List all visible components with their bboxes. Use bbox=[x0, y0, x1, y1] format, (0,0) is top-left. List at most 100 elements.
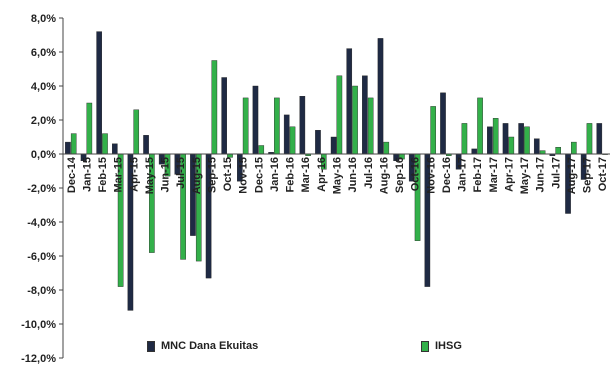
legend-label-mnc: MNC Dana Ekuitas bbox=[161, 340, 259, 352]
y-tick-label: 4,0% bbox=[31, 81, 56, 93]
bar-mnc-dec-15 bbox=[252, 85, 259, 155]
y-tick-label: 6,0% bbox=[31, 47, 56, 59]
y-tick-label: 8,0% bbox=[31, 13, 56, 25]
x-tick-label: Oct-17 bbox=[597, 157, 609, 191]
x-tick-label: Feb-16 bbox=[285, 157, 297, 192]
bar-mnc-may-16 bbox=[330, 136, 337, 155]
bar-mnc-jul-16 bbox=[362, 75, 368, 155]
x-tick-label: Dec-16 bbox=[441, 157, 453, 193]
bar-ihsg-sep-15 bbox=[211, 60, 218, 155]
bar-ihsg-jul-16 bbox=[367, 97, 374, 155]
x-tick-label: Feb-15 bbox=[97, 157, 109, 192]
bar-mnc-oct-15 bbox=[221, 77, 228, 155]
bar-mnc-oct-17 bbox=[596, 123, 603, 155]
bar-ihsg-may-16 bbox=[336, 75, 343, 155]
legend-item-ihsg: IHSG bbox=[421, 340, 462, 352]
bar-ihsg-feb-16 bbox=[289, 126, 296, 155]
y-tick-label: -8,0% bbox=[27, 285, 56, 297]
bar-ihsg-jun-17 bbox=[539, 150, 546, 155]
bar-ihsg-sep-17 bbox=[586, 123, 593, 155]
x-tick-label: Jun-16 bbox=[347, 157, 359, 192]
x-tick-label: Aug-17 bbox=[566, 157, 578, 194]
x-tick-label: Sep-15 bbox=[206, 157, 218, 193]
bar-mnc-apr-17 bbox=[502, 123, 509, 155]
x-tick-label: Aug-15 bbox=[191, 157, 203, 194]
x-tick-label: Oct-16 bbox=[410, 157, 422, 191]
bar-ihsg-may-17 bbox=[524, 126, 530, 155]
bar-mnc-dec-16 bbox=[440, 92, 446, 155]
x-tick-label: May-15 bbox=[144, 157, 156, 194]
bar-ihsg-jan-16 bbox=[274, 97, 280, 155]
x-tick-label: Jul-17 bbox=[550, 157, 562, 189]
bar-mnc-aug-16 bbox=[377, 38, 384, 155]
x-tick-label: Jul-15 bbox=[175, 157, 187, 189]
x-tick-label: Jan-17 bbox=[457, 157, 469, 192]
bar-ihsg-jul-17 bbox=[555, 146, 561, 155]
x-tick-label: Nov-15 bbox=[238, 157, 250, 194]
x-tick-label: Apr-17 bbox=[503, 157, 515, 192]
y-tick-label: -12,0% bbox=[21, 353, 56, 365]
bar-ihsg-feb-15 bbox=[102, 133, 108, 155]
bar-mnc-may-17 bbox=[518, 123, 524, 155]
legend-item-mnc: MNC Dana Ekuitas bbox=[147, 340, 258, 352]
y-tick-label: -10,0% bbox=[21, 319, 56, 331]
x-tick-label: Jul-16 bbox=[363, 157, 375, 189]
legend-swatch-ihsg bbox=[421, 340, 429, 352]
bars bbox=[65, 31, 608, 311]
bar-ihsg-aug-17 bbox=[571, 141, 577, 155]
y-tick-label: -2,0% bbox=[27, 183, 56, 195]
bar-ihsg-oct-15 bbox=[227, 153, 233, 158]
x-tick-label: Nov-16 bbox=[425, 157, 437, 194]
y-tick-label: -4,0% bbox=[27, 217, 56, 229]
bar-mnc-feb-16 bbox=[283, 114, 290, 155]
x-tick-label: Dec-15 bbox=[253, 157, 265, 193]
bar-mnc-jun-17 bbox=[533, 138, 540, 155]
x-tick-label: Sep-17 bbox=[582, 157, 594, 193]
bar-mnc-mar-17 bbox=[487, 126, 493, 155]
bar-mnc-dec-14 bbox=[65, 141, 71, 155]
bar-mnc-feb-17 bbox=[471, 148, 478, 155]
y-tick-label: 0,0% bbox=[31, 149, 56, 161]
bar-mnc-mar-15 bbox=[111, 143, 118, 155]
x-tick-label: May-17 bbox=[519, 157, 531, 194]
bar-mnc-may-15 bbox=[143, 135, 149, 155]
bar-ihsg-aug-16 bbox=[383, 141, 390, 155]
y-tick-label: 2,0% bbox=[31, 115, 56, 127]
bar-ihsg-nov-16 bbox=[430, 106, 436, 155]
x-tick-label: May-16 bbox=[332, 157, 344, 194]
bar-ihsg-dec-14 bbox=[70, 133, 77, 155]
bar-mnc-mar-16 bbox=[299, 95, 306, 155]
x-tick-label: Jun-17 bbox=[535, 157, 547, 192]
bar-mnc-apr-16 bbox=[315, 129, 321, 155]
bar-ihsg-jan-15 bbox=[86, 102, 93, 155]
x-tick-label: Oct-15 bbox=[222, 157, 234, 191]
bar-ihsg-jun-16 bbox=[352, 85, 358, 155]
x-tick-label: Apr-16 bbox=[316, 157, 328, 192]
y-tick-label: -6,0% bbox=[27, 251, 56, 263]
legend-swatch-mnc bbox=[147, 340, 155, 352]
bar-ihsg-feb-17 bbox=[477, 97, 483, 155]
bar-ihsg-jan-17 bbox=[461, 123, 468, 155]
bar-mnc-feb-15 bbox=[96, 31, 102, 155]
legend-label-ihsg: IHSG bbox=[435, 340, 462, 352]
bar-ihsg-apr-17 bbox=[508, 136, 515, 155]
x-axis: Dec-14 Jan-15 Feb-15 Mar-15 Apr-15 May-15 Jun-… bbox=[63, 153, 610, 194]
x-tick-label: Dec-14 bbox=[66, 156, 78, 193]
bar-ihsg-mar-17 bbox=[492, 118, 499, 155]
x-tick-label: Apr-15 bbox=[128, 157, 140, 192]
x-tick-label: Jun-15 bbox=[160, 157, 172, 192]
x-tick-label: Mar-15 bbox=[113, 157, 125, 192]
x-tick-label: Mar-17 bbox=[488, 157, 500, 192]
x-tick-label: Jan-15 bbox=[81, 157, 93, 192]
bar-ihsg-nov-15 bbox=[242, 97, 249, 155]
bar-ihsg-dec-15 bbox=[258, 145, 265, 155]
bar-ihsg-apr-15 bbox=[133, 109, 140, 155]
x-tick-label: Jan-16 bbox=[269, 157, 281, 192]
bar-mnc-jun-16 bbox=[346, 48, 353, 155]
x-tick-label: Aug-16 bbox=[378, 157, 390, 194]
x-tick-label: Sep-16 bbox=[394, 157, 406, 193]
x-tick-label: Feb-17 bbox=[472, 157, 484, 192]
x-tick-label: Mar-16 bbox=[300, 157, 312, 192]
y-axis: 8,0% 6,0% 4,0% 2,0% 0,0% -2,0% -4,0% -6,0% -8,0%… bbox=[21, 13, 64, 365]
